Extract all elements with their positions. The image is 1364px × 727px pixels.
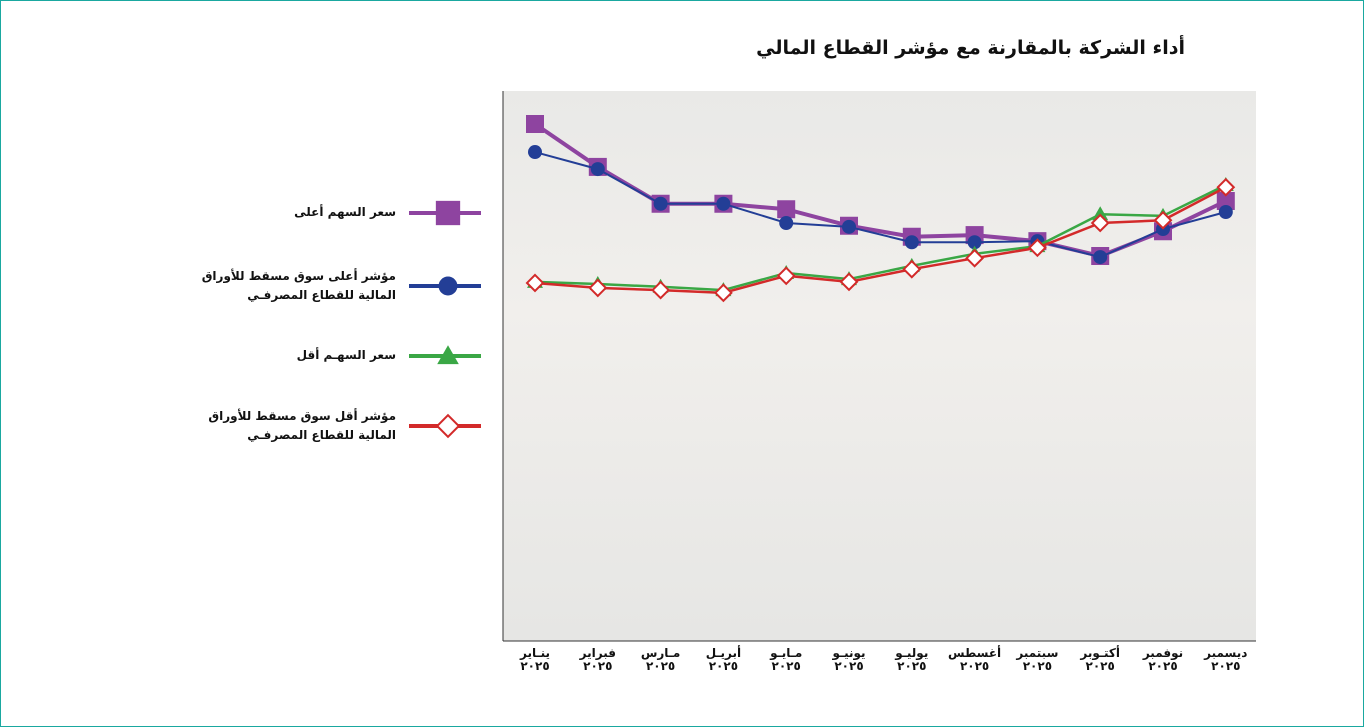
marker <box>1219 205 1233 219</box>
x-tick-label: أكتـوبر ٢٠٢٥ <box>1069 647 1131 673</box>
chart-title: أداء الشركة بالمقارنة مع مؤشر القطاع الم… <box>756 37 1185 59</box>
marker <box>777 200 795 218</box>
x-tick-label: يوليـو ٢٠٢٥ <box>881 647 943 673</box>
marker <box>842 220 856 234</box>
x-tick-label: مـايـو ٢٠٢٥ <box>755 647 817 673</box>
x-tick-label: ينـاير ٢٠٢٥ <box>504 647 566 673</box>
marker <box>654 197 668 211</box>
marker <box>716 197 730 211</box>
x-tick-label: سبتمبر ٢٠٢٥ <box>1006 647 1068 673</box>
x-tick-label: نوفمبر ٢٠٢٥ <box>1132 647 1194 673</box>
legend-marker <box>436 201 460 225</box>
x-tick-label: فبراير ٢٠٢٥ <box>567 647 629 673</box>
legend-marker <box>437 415 459 437</box>
x-tick-label: أغسطس ٢٠٢٥ <box>944 647 1006 673</box>
legend-label: مؤشر أقل سوق مسقط للأوراق المالية للقطاع… <box>136 407 396 445</box>
x-tick-label: يونيـو ٢٠٢٥ <box>818 647 880 673</box>
marker <box>591 162 605 176</box>
legend-label: مؤشر أعلى سوق مسقط للأوراق المالية للقطا… <box>136 267 396 305</box>
x-tick-label: أبريـل ٢٠٢٥ <box>692 647 754 673</box>
legend-marker <box>439 277 458 296</box>
marker <box>528 145 542 159</box>
marker <box>526 115 544 133</box>
x-tick-label: مـارس ٢٠٢٥ <box>630 647 692 673</box>
marker <box>1093 250 1107 264</box>
page: أداء الشركة بالمقارنة مع مؤشر القطاع الم… <box>0 0 1364 727</box>
x-tick-label: ديسمبر ٢٠٢٥ <box>1195 647 1257 673</box>
marker <box>905 235 919 249</box>
plot-background <box>503 91 1256 641</box>
legend-label: سعر السهـم أقل <box>136 346 396 365</box>
legend-label: سعر السهم أعلى <box>136 203 396 222</box>
marker <box>779 216 793 230</box>
